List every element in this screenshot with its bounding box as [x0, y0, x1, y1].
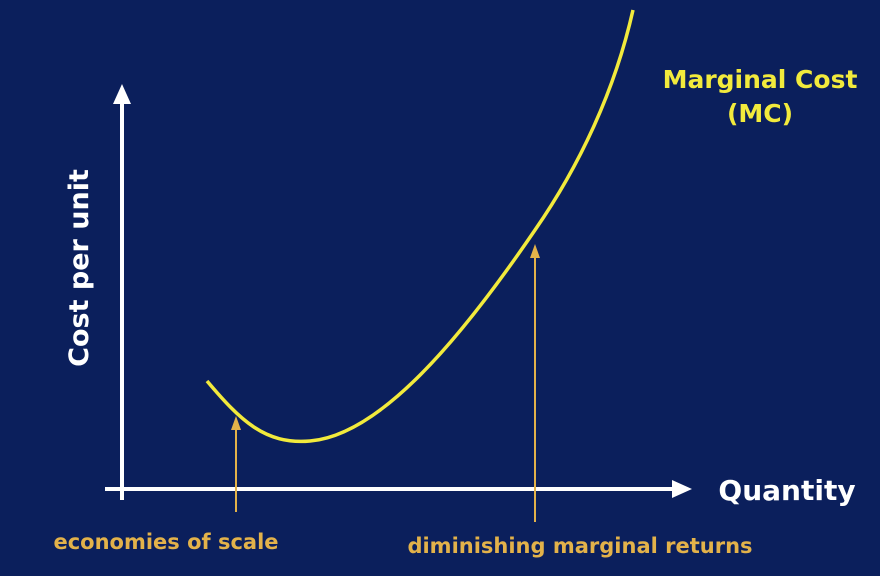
annotation-arrowhead	[530, 244, 540, 258]
curve-label: (MC)	[727, 99, 793, 128]
annotation-label: diminishing marginal returns	[407, 534, 752, 558]
annotation-label: economies of scale	[53, 530, 278, 554]
curve-label: Marginal Cost	[663, 65, 858, 94]
x-axis-label: Quantity	[718, 474, 855, 507]
y-axis-label: Cost per unit	[64, 169, 95, 367]
y-axis-arrow	[113, 84, 131, 104]
mc-curve	[205, 9, 635, 444]
x-axis-arrow	[672, 480, 692, 498]
annotation-arrowhead	[231, 416, 241, 430]
